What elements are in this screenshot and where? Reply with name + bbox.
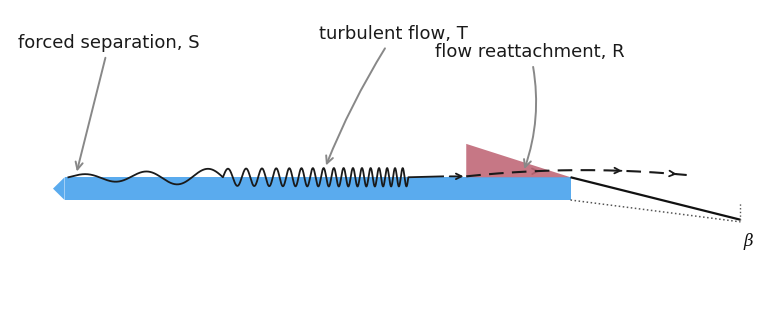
Text: β: β <box>744 233 753 250</box>
Text: flow reattachment, R: flow reattachment, R <box>436 43 625 167</box>
Polygon shape <box>65 177 570 200</box>
Text: turbulent flow, T: turbulent flow, T <box>320 25 468 163</box>
Polygon shape <box>466 144 570 177</box>
Text: forced separation, S: forced separation, S <box>18 34 200 169</box>
Polygon shape <box>53 177 65 200</box>
